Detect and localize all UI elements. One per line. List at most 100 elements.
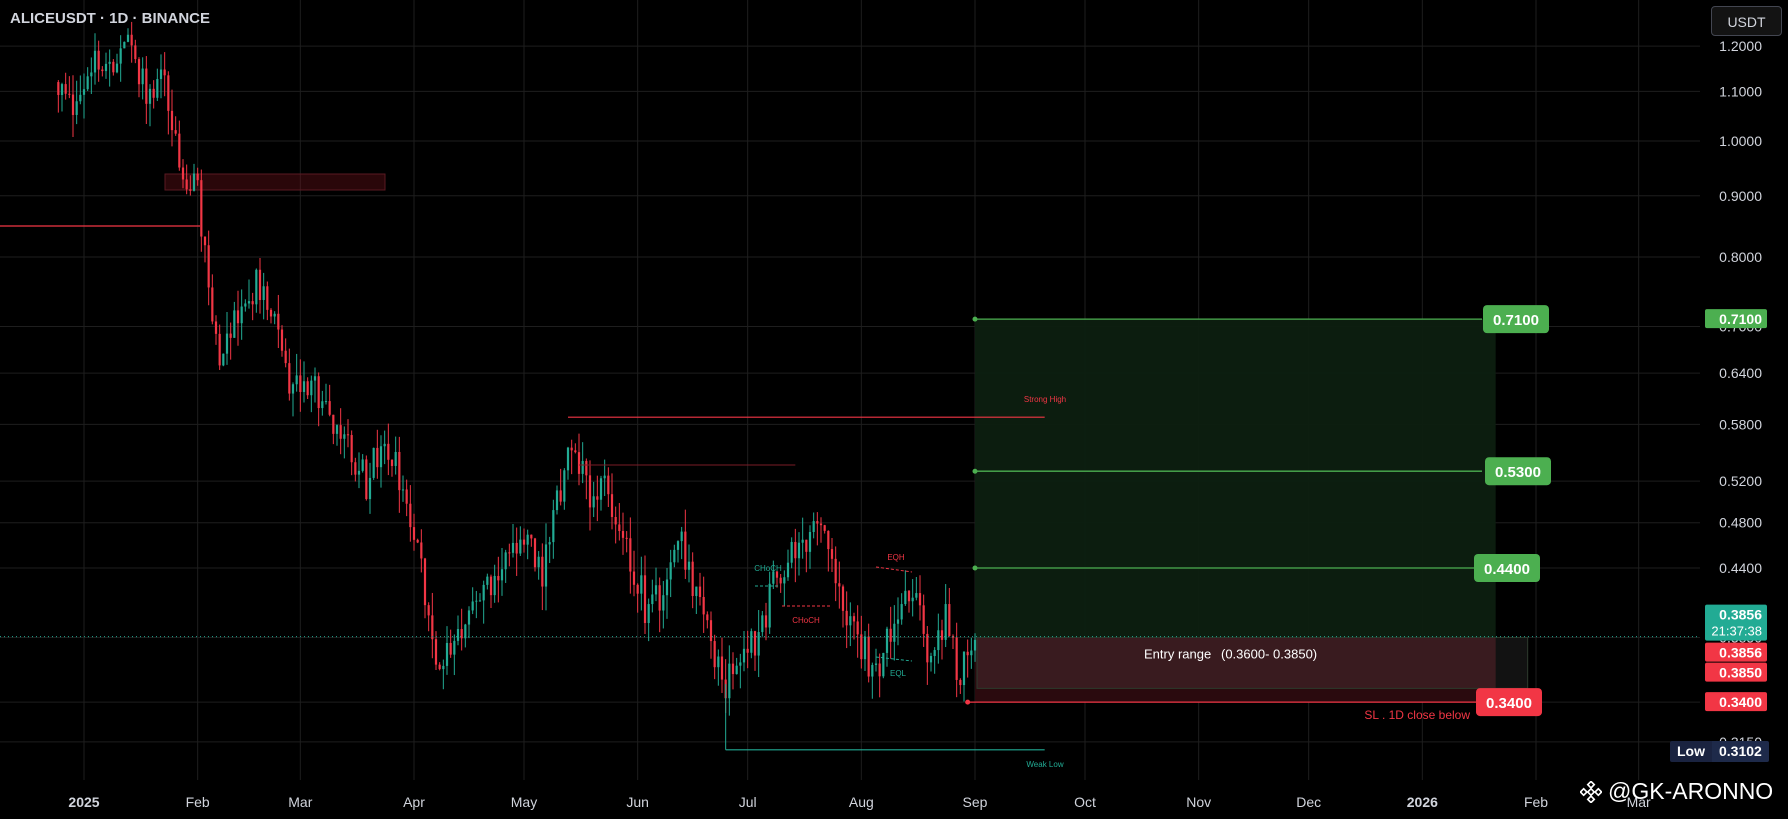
target-anchor bbox=[972, 565, 978, 571]
candle-body bbox=[218, 333, 221, 366]
candle-body bbox=[471, 601, 474, 611]
candle-body bbox=[493, 575, 496, 596]
candle-body bbox=[247, 301, 251, 304]
candle-body bbox=[651, 594, 654, 605]
candle-body bbox=[599, 478, 603, 500]
candle-body bbox=[148, 88, 152, 104]
candle-body bbox=[687, 561, 691, 570]
candle-body bbox=[610, 494, 614, 517]
candle-body bbox=[225, 333, 229, 354]
entry-zone bbox=[976, 636, 1529, 689]
candle-body bbox=[742, 648, 746, 663]
candle-body bbox=[889, 628, 892, 642]
candle-body bbox=[434, 639, 438, 665]
axis-price-tag bbox=[1705, 309, 1767, 329]
candle-body bbox=[255, 269, 258, 305]
candle-body bbox=[636, 584, 639, 594]
candle-body bbox=[955, 637, 958, 680]
candle-body bbox=[629, 538, 632, 572]
axis-price-tag-label: 0.3850 bbox=[1719, 665, 1762, 681]
candle-body bbox=[416, 539, 419, 543]
eql-label: EQL bbox=[890, 669, 907, 678]
candle-body bbox=[797, 542, 801, 559]
candle-body bbox=[834, 558, 837, 584]
candle-body bbox=[922, 605, 925, 634]
candle-body bbox=[640, 575, 643, 594]
candle-body bbox=[750, 631, 753, 653]
candle-body bbox=[904, 590, 907, 605]
candle-body bbox=[918, 593, 922, 606]
candle-body bbox=[596, 496, 599, 500]
x-tick-label: Sep bbox=[963, 794, 988, 810]
y-tick-label: 0.4800 bbox=[1719, 515, 1762, 531]
candle-body bbox=[376, 447, 379, 468]
candle-body bbox=[944, 604, 947, 640]
candle-body bbox=[665, 579, 669, 596]
weak-low-label: Weak Low bbox=[1026, 760, 1063, 769]
candle-body bbox=[387, 443, 390, 460]
candle-body bbox=[966, 651, 969, 656]
candle-body bbox=[284, 350, 287, 364]
stop-zone bbox=[975, 637, 1496, 703]
candle-body bbox=[684, 531, 687, 570]
watermark-text: @GK-ARONNO bbox=[1608, 778, 1774, 804]
candle-body bbox=[937, 630, 940, 651]
candle-body bbox=[167, 75, 170, 111]
candle-body bbox=[379, 446, 383, 468]
x-tick-label: 2025 bbox=[68, 794, 99, 810]
candle-body bbox=[141, 68, 144, 85]
candle-body bbox=[768, 583, 771, 628]
candle-body bbox=[86, 76, 89, 90]
candle-body bbox=[959, 679, 962, 686]
stop-loss-anchor bbox=[965, 699, 971, 705]
candle-body bbox=[68, 93, 71, 95]
candle-body bbox=[306, 381, 309, 396]
candle-body bbox=[244, 303, 247, 307]
candle-body bbox=[324, 401, 328, 403]
candle-body bbox=[137, 59, 141, 85]
candle-body bbox=[603, 475, 606, 479]
candle-body bbox=[449, 642, 452, 655]
candle-body bbox=[827, 530, 830, 550]
candle-body bbox=[841, 586, 845, 611]
x-tick-label: Feb bbox=[186, 794, 210, 810]
candle-body bbox=[104, 63, 108, 72]
candle-body bbox=[354, 462, 357, 475]
candle-body bbox=[196, 173, 199, 181]
candle-body bbox=[57, 82, 60, 95]
candle-body bbox=[207, 245, 210, 288]
x-tick-label: Aug bbox=[849, 794, 874, 810]
currency-button[interactable]: USDT bbox=[1711, 6, 1782, 36]
candle-body bbox=[427, 605, 430, 616]
candle-body bbox=[299, 375, 302, 392]
choch-label-bullish: CHoCH bbox=[754, 564, 782, 573]
axis-price-tag bbox=[1705, 662, 1767, 682]
candle-body bbox=[236, 310, 240, 324]
candle-body bbox=[288, 363, 291, 394]
candle-body bbox=[486, 576, 489, 585]
candle-body bbox=[134, 45, 137, 60]
candle-body bbox=[676, 541, 680, 550]
candle-body bbox=[60, 84, 64, 95]
candle-body bbox=[548, 542, 551, 545]
candle-body bbox=[372, 447, 375, 478]
candle-body bbox=[200, 180, 203, 237]
candle-body bbox=[273, 313, 276, 317]
candle-body bbox=[845, 610, 848, 626]
candle-body bbox=[882, 652, 885, 677]
candle-body bbox=[401, 489, 405, 491]
axis-price-tag bbox=[1705, 642, 1767, 662]
symbol-title[interactable]: ALICEUSDT · 1D · BINANCE bbox=[10, 10, 211, 27]
candle-body bbox=[420, 542, 423, 559]
x-tick-label: Jul bbox=[739, 794, 757, 810]
candle-body bbox=[93, 50, 97, 73]
candle-body bbox=[412, 527, 416, 540]
axis-price-tag-label: 0.3400 bbox=[1719, 694, 1762, 710]
candle-body bbox=[805, 539, 808, 552]
y-tick-label: 0.9000 bbox=[1719, 188, 1762, 204]
candle-body bbox=[295, 375, 298, 385]
candle-body bbox=[856, 621, 859, 635]
candle-body bbox=[614, 516, 617, 525]
target-anchor bbox=[972, 468, 978, 474]
